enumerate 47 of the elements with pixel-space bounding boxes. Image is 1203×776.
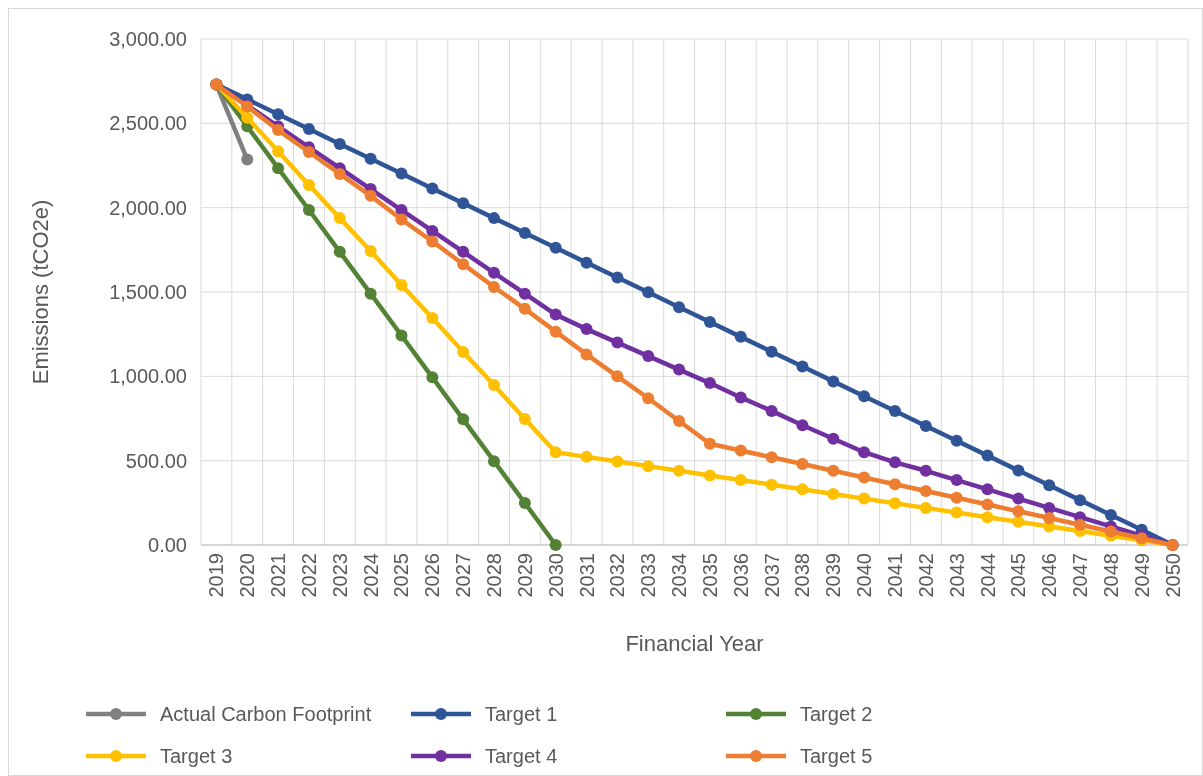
- x-tick-label: 2039: [822, 553, 845, 598]
- x-tick-label: 2025: [390, 553, 413, 598]
- x-tick-label: 2028: [483, 553, 506, 598]
- legend-label: Actual Carbon Footprint: [160, 703, 372, 725]
- x-tick-label: 2046: [1038, 553, 1061, 598]
- x-tick-label: 2048: [1099, 553, 1122, 598]
- x-tick-label: 2041: [883, 553, 906, 598]
- x-tick-label: 2035: [698, 553, 721, 598]
- x-tick-label: 2031: [575, 553, 598, 598]
- y-tick-label: 500.00: [125, 449, 187, 472]
- x-tick-label: 2022: [297, 553, 320, 598]
- x-tick-label: 2024: [359, 553, 382, 598]
- x-tick-label: 2021: [267, 553, 290, 598]
- x-tick-label: 2020: [236, 553, 259, 598]
- x-tick-label: 2037: [760, 553, 783, 598]
- x-tick-label: 2033: [637, 553, 660, 598]
- x-tick-label: 2043: [945, 553, 968, 598]
- y-tick-label: 2,000.00: [109, 196, 187, 219]
- x-tick-label: 2042: [914, 553, 937, 598]
- x-tick-label: 2029: [513, 553, 536, 598]
- x-tick-label: 2040: [853, 553, 876, 598]
- x-tick-label: 2044: [976, 553, 999, 598]
- legend-label: Target 2: [800, 703, 873, 725]
- legend-label: Target 4: [485, 745, 558, 767]
- x-tick-label: 2050: [1161, 553, 1184, 598]
- legend-label: Target 1: [485, 703, 558, 725]
- x-tick-label: 2038: [791, 553, 814, 598]
- y-axis-title: Emissions (tCO2e): [28, 199, 53, 385]
- y-tick-label: 2,500.00: [109, 112, 187, 135]
- y-tick-label: 1,000.00: [109, 365, 187, 388]
- x-tick-label: 2047: [1069, 553, 1092, 598]
- y-tick-label: 3,000.00: [109, 28, 187, 50]
- x-tick-label: 2045: [1007, 553, 1030, 598]
- x-tick-label: 2034: [668, 553, 691, 598]
- x-tick-label: 2023: [328, 553, 351, 598]
- legend-label: Target 5: [800, 745, 873, 767]
- y-tick-label: 0.00: [148, 534, 187, 556]
- x-tick-label: 2019: [205, 553, 228, 598]
- legend-label: Target 3: [160, 745, 233, 767]
- x-axis-title: Financial Year: [625, 631, 764, 656]
- y-tick-label: 1,500.00: [109, 281, 187, 303]
- x-tick-label: 2049: [1130, 553, 1153, 598]
- x-tick-label: 2032: [606, 553, 629, 598]
- x-tick-label: 2036: [729, 553, 752, 598]
- x-tick-label: 2030: [544, 553, 567, 598]
- x-tick-label: 2026: [421, 553, 444, 598]
- x-tick-label: 2027: [452, 553, 475, 598]
